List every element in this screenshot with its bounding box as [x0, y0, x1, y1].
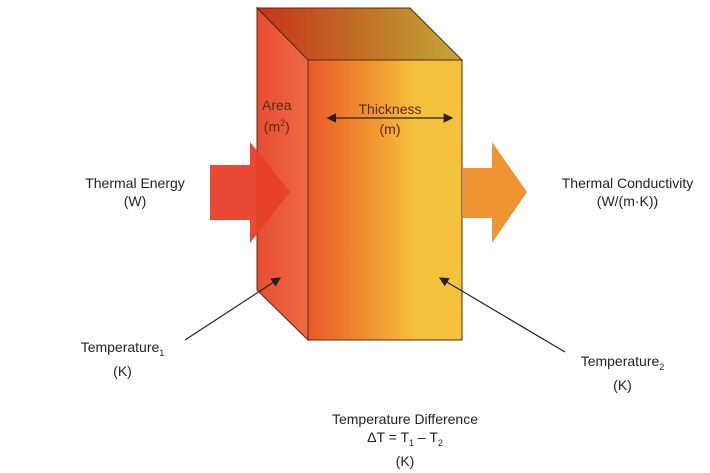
output-arrow — [463, 142, 527, 243]
front-face — [307, 59, 463, 341]
area-label: Area (m2) — [262, 97, 292, 135]
input-arrow — [210, 142, 290, 243]
temp1-pointer — [184, 277, 282, 341]
thickness-label: Thickness (m) — [358, 101, 422, 137]
temperature-difference-label: Temperature Difference ΔT = T1 – T2 (K) — [331, 411, 479, 469]
temp2-pointer — [438, 277, 566, 353]
temperature1-label: Temperature1 (K) — [80, 339, 165, 379]
thermal-energy-label: Thermal Energy (W) — [85, 175, 185, 209]
thermal-conductivity-label: Thermal Conductivity (W/(m·K)) — [561, 175, 694, 209]
temperature2-label: Temperature2 (K) — [580, 353, 665, 393]
